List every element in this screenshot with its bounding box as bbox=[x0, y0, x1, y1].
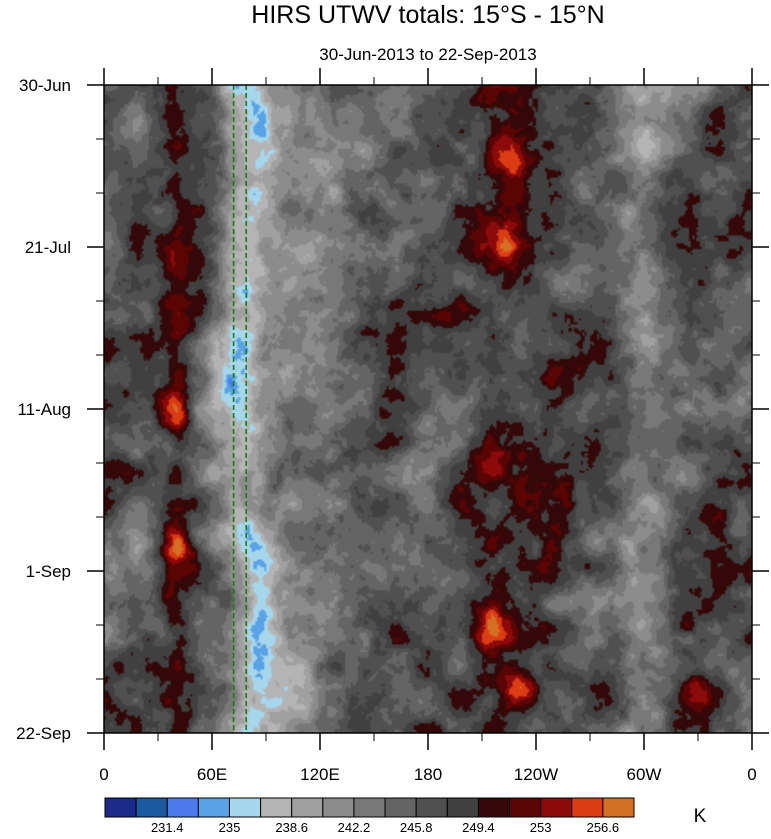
colorbar-label: 242.2 bbox=[338, 820, 371, 834]
chart-title: HIRS UTWV totals: 15°S - 15°N bbox=[251, 1, 604, 29]
x-tick-label: 60E bbox=[197, 765, 227, 784]
colorbar-label: 256.6 bbox=[587, 820, 620, 834]
x-tick-label: 60W bbox=[627, 765, 662, 784]
colorbar-swatch bbox=[540, 797, 573, 818]
y-tick-label: 22-Sep bbox=[16, 724, 71, 743]
colorbar-swatch bbox=[228, 797, 262, 818]
colorbar-swatch bbox=[322, 797, 355, 818]
colorbar-label: 235 bbox=[219, 820, 241, 834]
x-axis: 0 60E 120E 180 120W 60W 0 bbox=[99, 68, 757, 784]
reference-lines bbox=[232, 85, 247, 733]
chart-subtitle: 30-Jun-2013 to 22-Sep-2013 bbox=[319, 45, 536, 64]
colorbar-swatch bbox=[602, 797, 635, 818]
colorbar-label: 231.4 bbox=[151, 820, 184, 834]
colorbar-swatch bbox=[197, 797, 230, 818]
x-tick-label: 120E bbox=[300, 765, 340, 784]
x-tick-label: 0 bbox=[747, 765, 756, 784]
colorbar-label: 249.4 bbox=[462, 820, 495, 834]
colorbar-swatch bbox=[135, 797, 168, 818]
colorbar-swatch bbox=[353, 797, 386, 818]
colorbar-swatch bbox=[291, 797, 324, 818]
colorbar-label: 245.8 bbox=[400, 820, 433, 834]
plot-area bbox=[103, 84, 753, 734]
colorbar-label: 253 bbox=[530, 820, 552, 834]
colorbar-swatch bbox=[260, 797, 293, 818]
y-tick-label: 11-Aug bbox=[17, 400, 71, 419]
colorbar-label: 238.6 bbox=[275, 820, 308, 834]
colorbar-swatch bbox=[104, 797, 137, 818]
x-tick-label: 120W bbox=[514, 765, 558, 784]
x-tick-label: 180 bbox=[414, 765, 442, 784]
colorbar-swatch bbox=[415, 797, 448, 818]
y-tick-label: 21-Jul bbox=[25, 238, 71, 257]
colorbar-swatch bbox=[509, 797, 542, 818]
heatmap-field bbox=[104, 85, 752, 733]
x-tick-label: 0 bbox=[99, 765, 108, 784]
colorbar-swatch bbox=[446, 797, 479, 818]
y-axis: 30-Jun 21-Jul 11-Aug 1-Sep 22-Sep bbox=[16, 76, 769, 743]
colorbar-unit-label: K bbox=[694, 806, 707, 827]
y-tick-label: 1-Sep bbox=[26, 562, 71, 581]
y-tick-label: 30-Jun bbox=[19, 76, 71, 95]
colorbar-swatch bbox=[477, 797, 511, 818]
colorbar-swatch bbox=[166, 797, 199, 818]
colorbar-swatch bbox=[571, 797, 604, 818]
colorbar: 231.4 235 238.6 242.2 245.8 249.4 253 256.6 bbox=[104, 797, 635, 835]
colorbar-swatch bbox=[384, 797, 417, 818]
